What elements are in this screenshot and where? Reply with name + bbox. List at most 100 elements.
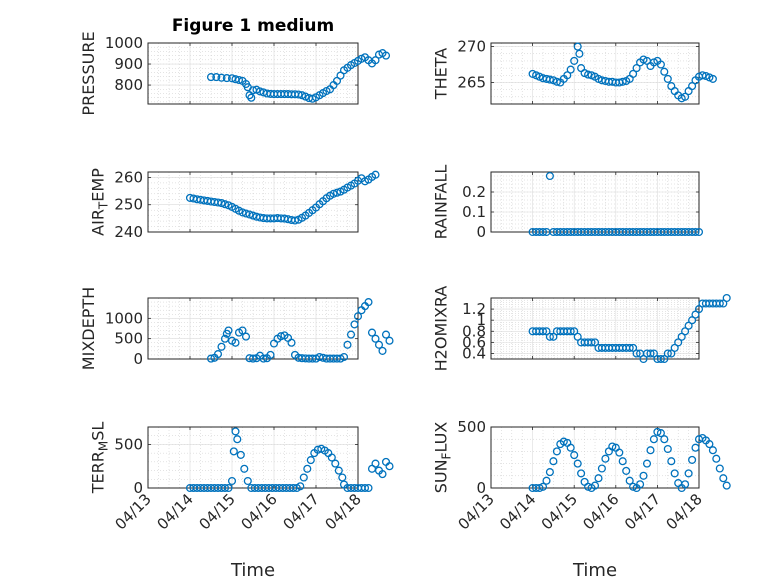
data-point [329, 189, 338, 198]
data-point [663, 349, 672, 358]
x-tick-label: 04/14 [154, 490, 197, 533]
data-point [334, 466, 343, 475]
data-point [656, 354, 665, 364]
data-point [688, 455, 697, 464]
data-point [691, 310, 700, 319]
data-point [360, 483, 370, 493]
data-point [622, 466, 631, 475]
x-tick-label: 04/17 [621, 490, 664, 533]
data-point [549, 332, 558, 341]
data-point [241, 332, 251, 341]
data-point [719, 474, 728, 483]
y-tick-label: 900 [114, 55, 143, 73]
data-point [248, 354, 258, 363]
data-point [296, 482, 305, 491]
data-point [590, 338, 600, 347]
data-point [227, 476, 237, 486]
y-axis-label: AIRTEMP [89, 168, 111, 236]
data-point [656, 60, 665, 69]
data-point [632, 64, 641, 73]
panel-sun_flux: 050004/1304/1404/1504/1604/1704/18TimeSU… [432, 418, 731, 581]
data-point [688, 82, 697, 91]
y-tick-label: 1.2 [462, 300, 486, 318]
data-point [381, 51, 391, 60]
y-axis-label: TERRMSL [89, 422, 111, 495]
data-point [684, 321, 693, 330]
data-point [545, 171, 554, 181]
data-point [371, 334, 380, 343]
y-tick-label: 270 [457, 38, 486, 56]
data-point [649, 349, 658, 358]
y-axis-label: SUNFLUX [432, 422, 454, 494]
x-tick-label: 04/17 [280, 490, 323, 533]
data-point [241, 209, 251, 218]
data-point [545, 468, 554, 477]
data-point [206, 354, 216, 363]
y-tick-label: 260 [114, 168, 143, 186]
data-point [552, 447, 561, 456]
data-point [584, 70, 593, 79]
data-point [290, 216, 300, 225]
data-point [646, 446, 655, 455]
data-point [575, 49, 584, 58]
data-point [371, 459, 380, 468]
y-tick-label: 0.1 [462, 203, 486, 221]
data-point [224, 483, 233, 493]
data-point [350, 320, 359, 329]
panel-theta: 265 270 THETA [432, 38, 717, 105]
data-point [224, 326, 233, 335]
y-tick-label: 0.8 [462, 322, 486, 340]
y-tick-label: 0 [133, 479, 143, 497]
y-tick-label: 240 [114, 223, 143, 241]
y-tick-label: 0 [476, 223, 486, 241]
data-point [566, 65, 575, 74]
data-point [712, 454, 721, 463]
y-axis-label: THETA [432, 48, 451, 100]
data-point [234, 75, 244, 85]
y-tick-label: 0.2 [462, 183, 486, 201]
data-point [573, 459, 582, 468]
data-point [243, 476, 252, 486]
data-point [681, 327, 690, 336]
x-tick-label: 04/16 [238, 490, 281, 533]
data-point [570, 327, 579, 336]
x-tick-label: 04/16 [579, 490, 622, 533]
data-point [233, 435, 242, 444]
data-point [632, 349, 641, 358]
x-axis-label: Time [572, 560, 617, 581]
y-tick-label: 1000 [105, 309, 143, 327]
data-point [538, 482, 548, 491]
data-point [240, 464, 249, 473]
data-point [646, 349, 655, 358]
data-point [371, 56, 380, 65]
data-point [639, 354, 648, 364]
y-tick-label: 0.6 [462, 333, 486, 351]
data-point [238, 208, 247, 217]
data-point [674, 338, 683, 347]
y-tick-label: 0 [476, 479, 486, 497]
y-axis-label: MIXDEPTH [79, 287, 98, 370]
data-point [220, 483, 230, 493]
x-tick-label: 04/18 [322, 490, 365, 533]
data-point [327, 453, 336, 462]
panel-rainfall: 0 0.1 0.2 RAINFALL [432, 165, 704, 241]
data-point [206, 73, 216, 82]
data-point [374, 340, 384, 349]
y-tick-label: 250 [114, 196, 143, 214]
data-point [339, 352, 349, 362]
data-point [217, 73, 226, 82]
data-point [248, 211, 258, 220]
data-point [636, 480, 645, 489]
data-point [332, 188, 342, 197]
data-point [656, 429, 665, 438]
data-point [649, 435, 658, 444]
panel-mixdepth: 0 500 1000 MIXDEPTH [79, 287, 394, 370]
axes-box [147, 42, 359, 105]
y-tick-label: 0.4 [462, 344, 486, 362]
data-point [684, 469, 693, 478]
data-point [681, 480, 690, 489]
data-point [653, 427, 662, 436]
data-point [346, 330, 356, 339]
data-point [625, 476, 634, 485]
